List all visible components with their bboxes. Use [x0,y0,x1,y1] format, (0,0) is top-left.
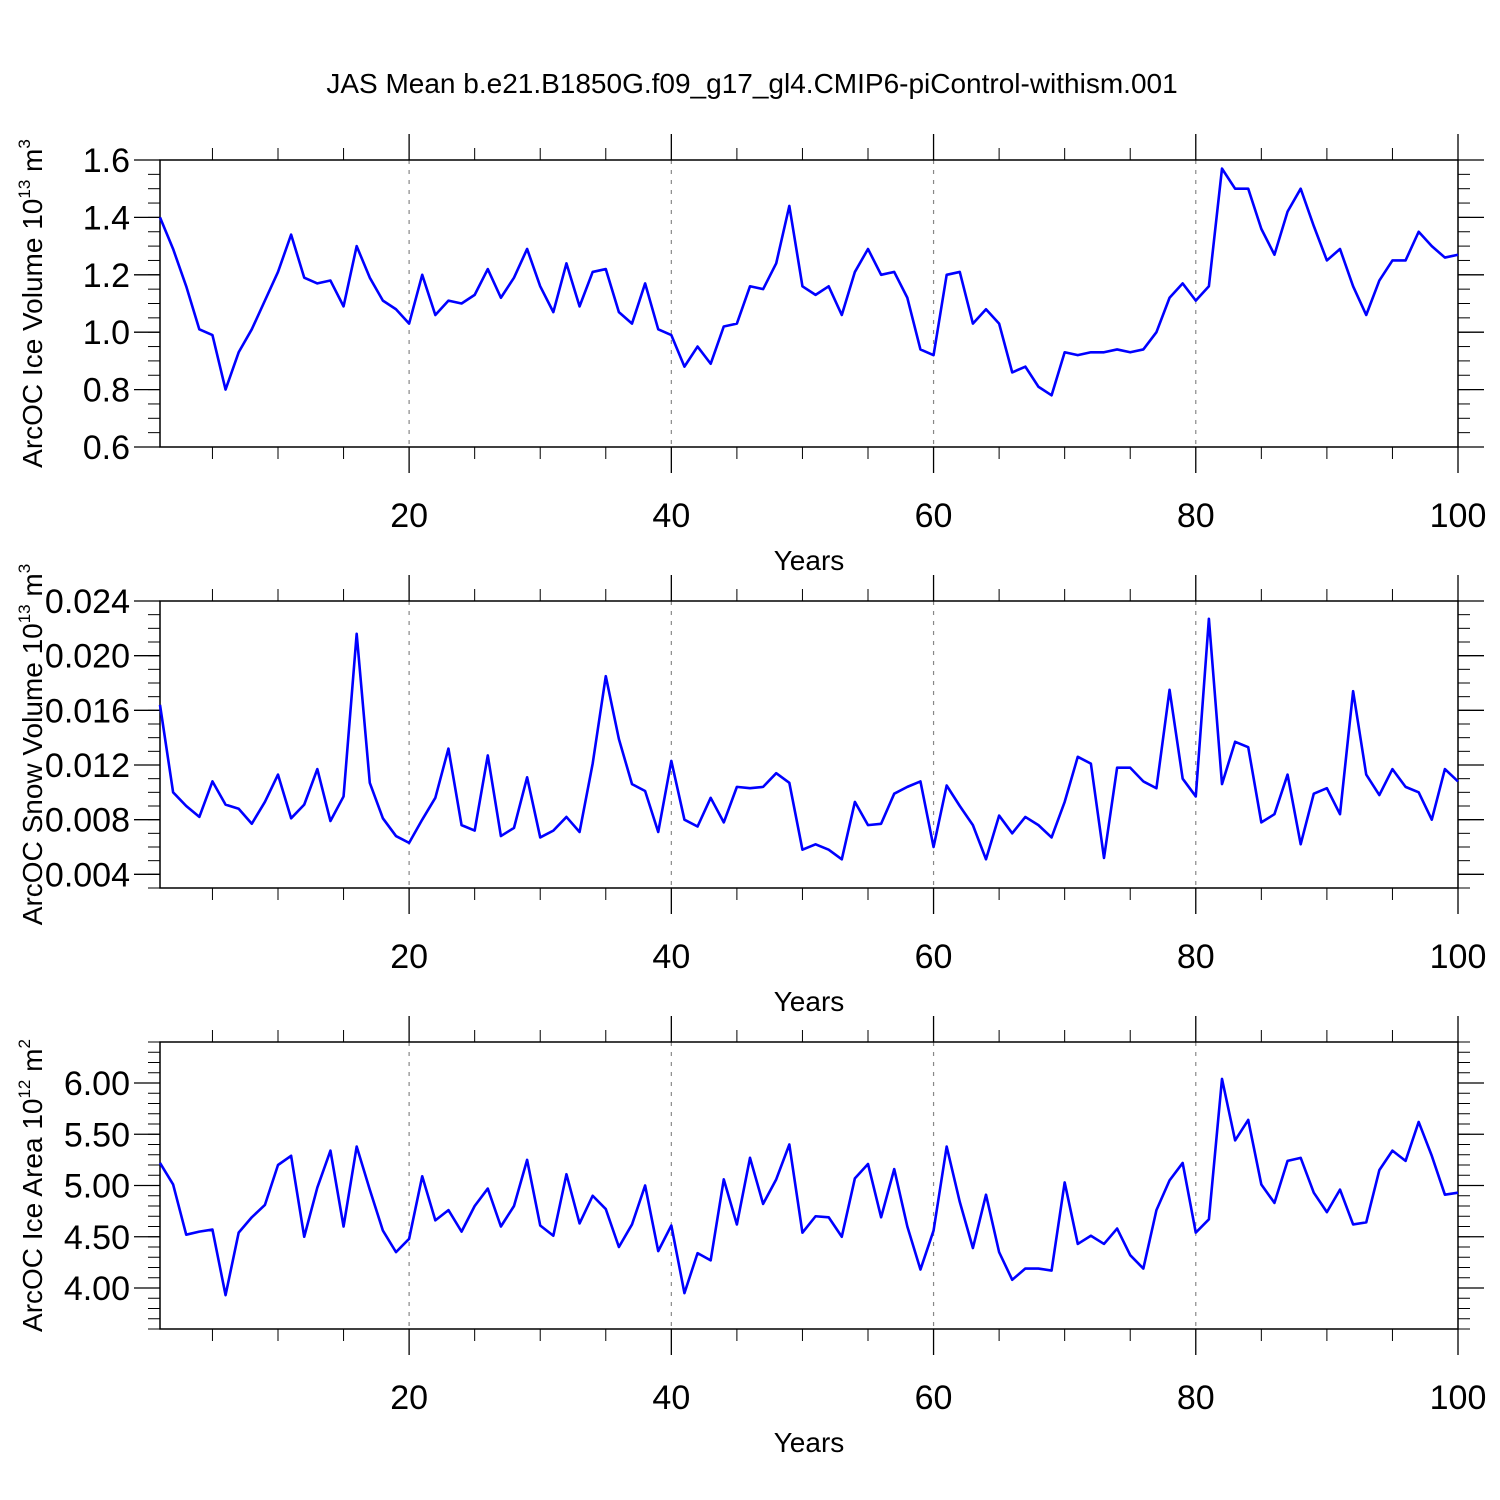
y-tick-label: 1.0 [83,314,130,352]
series-line [158,617,1459,861]
y-tick-label: 0.8 [83,372,130,410]
x-tick-label: 80 [1177,497,1215,535]
y-axis-label: ArcOC Ice Volume 1013 m3 [15,139,48,468]
y-axis-label: ArcOC Ice Area 1012 m2 [15,1039,48,1332]
x-tick-label: 80 [1177,1379,1215,1417]
plot-frame [159,600,1459,889]
x-tick-label: 100 [1430,938,1487,976]
x-tick-label: 60 [915,938,953,976]
y-tick-label: 1.2 [83,257,130,295]
y-tick-label: 0.012 [45,747,130,785]
y-tick-label: 4.50 [64,1219,130,1257]
x-tick-label: 80 [1177,938,1215,976]
x-tick-label: 20 [390,1379,428,1417]
figure-title: JAS Mean b.e21.B1850G.f09_g17_gl4.CMIP6-… [326,68,1177,99]
x-tick-label: 20 [390,938,428,976]
x-tick-label: 100 [1430,497,1487,535]
panel-3: 4.00 4.50 5.00 5.50 6.00 20 40 60 80 100 Years ArcO… [15,1016,1486,1458]
y-tick-label: 6.00 [64,1065,130,1103]
y-tick-label: 4.00 [64,1270,130,1308]
series-line [158,1077,1459,1297]
y-axis-label: ArcOC Snow Volume 1013 m3 [15,564,48,925]
y-tick-label: 5.00 [64,1168,130,1206]
x-tick-label: 100 [1430,1379,1487,1417]
x-tick-label: 60 [915,1379,953,1417]
x-axis-label: Years [774,986,845,1017]
y-tick-label: 1.4 [83,199,130,237]
y-tick-label: 0.004 [45,856,130,894]
plot-frame [159,1041,1459,1330]
x-tick-label: 40 [652,1379,690,1417]
x-axis-label: Years [774,1427,845,1458]
plot-frame [159,159,1459,448]
y-tick-label: 0.008 [45,802,130,840]
x-tick-label: 40 [652,497,690,535]
y-tick-label: 0.020 [45,638,130,676]
x-tick-label: 20 [390,497,428,535]
panel-2: 0.004 0.008 0.012 0.016 0.020 0.024 20 40 60 80 10… [15,564,1486,1017]
y-tick-label: 5.50 [64,1116,130,1154]
y-tick-label: 0.6 [83,429,130,467]
series-line [158,167,1459,397]
panel-1: 0.6 0.8 1.0 1.2 1.4 1.6 20 40 60 80 100 Years ArcOC … [15,134,1486,576]
x-axis-label: Years [774,545,845,576]
y-tick-label: 1.6 [83,142,130,180]
y-tick-label: 0.024 [45,583,130,621]
y-tick-label: 0.016 [45,692,130,730]
x-tick-label: 40 [652,938,690,976]
x-tick-label: 60 [915,497,953,535]
